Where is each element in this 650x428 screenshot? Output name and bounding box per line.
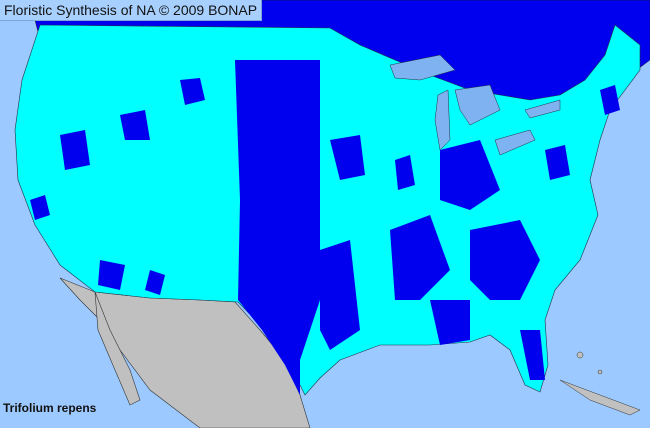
map-title: Floristic Synthesis of NA © 2009 BONAP: [0, 0, 263, 21]
present-counties: [30, 60, 620, 395]
species-name: Trifolium repens: [3, 401, 97, 415]
great-lakes: [389, 54, 561, 156]
baja-peninsula: [94, 291, 141, 406]
caribbean-islands: [559, 351, 641, 416]
